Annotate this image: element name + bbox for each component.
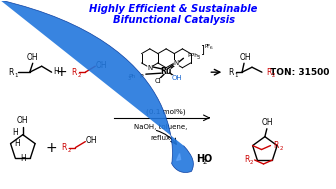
Text: Ru: Ru xyxy=(160,67,172,76)
Polygon shape xyxy=(177,153,180,160)
Text: Bifunctional Catalysis: Bifunctional Catalysis xyxy=(113,15,235,25)
Text: 1: 1 xyxy=(14,73,17,78)
Text: PPh: PPh xyxy=(187,53,198,58)
Text: N: N xyxy=(147,65,153,71)
Text: 3: 3 xyxy=(196,55,200,60)
Text: ]: ] xyxy=(200,44,204,54)
Text: H: H xyxy=(12,128,18,137)
Text: reflux: reflux xyxy=(151,135,171,141)
Text: 2: 2 xyxy=(272,73,275,78)
Text: +: + xyxy=(46,141,57,155)
Text: 3: 3 xyxy=(128,76,131,81)
Text: R: R xyxy=(244,156,250,164)
Text: OH: OH xyxy=(239,53,251,62)
Text: PF: PF xyxy=(204,44,210,49)
Text: R: R xyxy=(72,68,77,77)
Text: OH: OH xyxy=(172,75,182,81)
Text: 2: 2 xyxy=(280,146,283,151)
Text: H: H xyxy=(15,139,20,148)
Text: N: N xyxy=(174,60,179,66)
Text: R: R xyxy=(266,68,271,77)
Text: 2: 2 xyxy=(68,148,71,153)
Text: OH: OH xyxy=(85,136,97,145)
Text: R: R xyxy=(61,143,67,152)
Text: P: P xyxy=(139,74,142,79)
Text: OH: OH xyxy=(95,61,107,70)
Text: TON: 31500: TON: 31500 xyxy=(270,68,329,77)
Text: 2: 2 xyxy=(202,160,207,165)
Text: OH: OH xyxy=(262,118,274,127)
Text: +: + xyxy=(56,65,67,79)
Text: R: R xyxy=(8,68,13,77)
Text: Cl: Cl xyxy=(155,78,162,84)
Text: OH: OH xyxy=(27,53,39,62)
Text: R: R xyxy=(228,68,234,77)
Text: OH: OH xyxy=(17,116,29,125)
PathPatch shape xyxy=(0,146,194,189)
Text: 2: 2 xyxy=(77,73,81,78)
Text: (0.1 mol%): (0.1 mol%) xyxy=(146,109,186,115)
Text: H: H xyxy=(196,154,205,164)
Text: NaOH, toluene,: NaOH, toluene, xyxy=(134,124,187,130)
Text: 1: 1 xyxy=(234,73,238,78)
Text: O: O xyxy=(203,154,211,164)
Text: Ph: Ph xyxy=(129,74,136,79)
Text: 6: 6 xyxy=(210,46,213,50)
Text: R: R xyxy=(274,141,279,150)
Text: H: H xyxy=(20,153,26,163)
Text: H: H xyxy=(54,67,59,76)
Text: Highly Efficient & Sustainable: Highly Efficient & Sustainable xyxy=(89,4,258,14)
Text: 2: 2 xyxy=(250,160,254,165)
